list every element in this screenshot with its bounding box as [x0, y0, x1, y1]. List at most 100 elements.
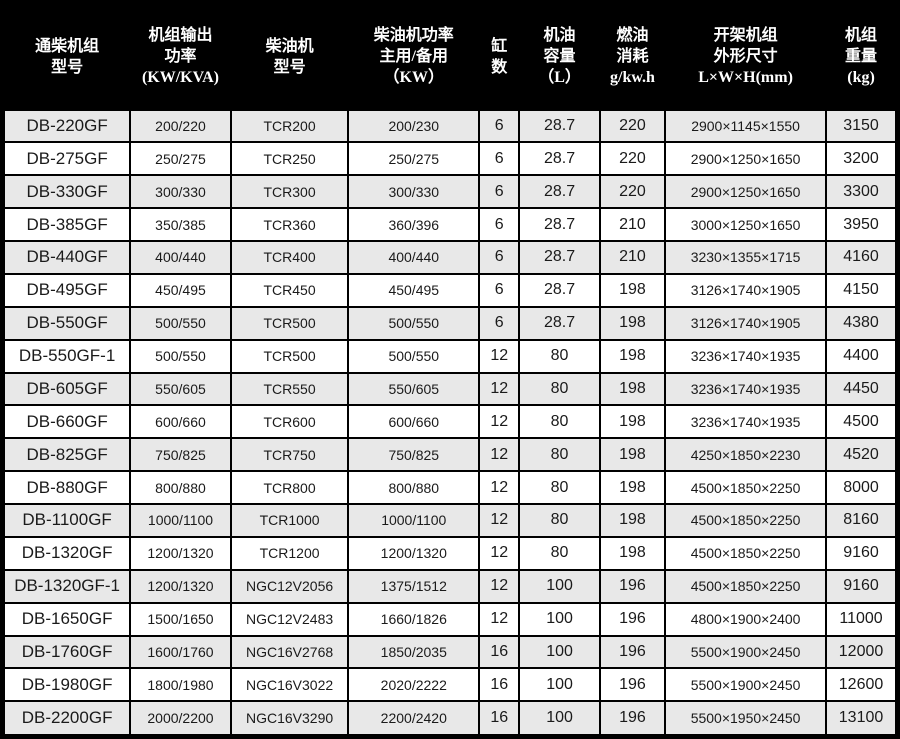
header-line: （L） — [538, 69, 581, 87]
cell-fuel-consumption: 198 — [598, 371, 667, 407]
cell-engine-model: TCR200 — [229, 108, 350, 144]
cell-unit-model: DB-605GF — [1, 371, 132, 407]
cell-engine-model: NGC16V2768 — [229, 634, 350, 670]
cell-unit-weight: 3300 — [825, 174, 899, 210]
cell-oil-capacity: 80 — [518, 437, 601, 473]
cell-engine-model: TCR550 — [229, 371, 350, 407]
header-line: L×W×H(mm) — [698, 69, 793, 87]
cell-engine-power: 2020/2222 — [347, 667, 481, 703]
cell-output-power: 600/660 — [129, 404, 232, 440]
cell-cylinder-count: 16 — [478, 700, 521, 738]
cell-cylinder-count: 12 — [478, 470, 521, 505]
cell-engine-power: 2200/2420 — [347, 700, 481, 738]
header-line: 重量 — [845, 48, 878, 66]
cell-engine-power: 500/550 — [347, 305, 481, 341]
cell-output-power: 1600/1760 — [129, 634, 232, 670]
cell-unit-model: DB-550GF — [1, 305, 132, 341]
cell-engine-model: NGC16V3290 — [229, 700, 350, 738]
cell-unit-model: DB-495GF — [1, 272, 132, 308]
cell-unit-weight: 4500 — [825, 404, 899, 440]
cell-engine-model: TCR500 — [229, 305, 350, 341]
cell-unit-model: DB-1980GF — [1, 667, 132, 703]
cell-cylinder-count: 6 — [478, 108, 521, 144]
cell-unit-dimensions: 3126×1740×1905 — [664, 305, 828, 341]
cell-cylinder-count: 12 — [478, 535, 521, 571]
table-row: DB-220GF 200/220 TCR200 200/230 6 28.7 220 2900… — [1, 108, 899, 144]
cell-engine-power: 250/275 — [347, 141, 481, 177]
cell-engine-power: 1850/2035 — [347, 634, 481, 670]
cell-output-power: 1000/1100 — [129, 503, 232, 538]
cell-engine-model: TCR800 — [229, 470, 350, 505]
cell-unit-dimensions: 5500×1900×2450 — [664, 667, 828, 703]
cell-engine-power: 750/825 — [347, 437, 481, 473]
header-line: 主用/备用 — [379, 48, 448, 66]
cell-oil-capacity: 28.7 — [518, 240, 601, 275]
header-line: 机油 — [543, 27, 576, 45]
cell-unit-weight: 3150 — [825, 108, 899, 144]
cell-output-power: 300/330 — [129, 174, 232, 210]
cell-unit-model: DB-220GF — [1, 108, 132, 144]
cell-output-power: 750/825 — [129, 437, 232, 473]
table-row: DB-495GF 450/495 TCR450 450/495 6 28.7 198 3126… — [1, 272, 899, 308]
cell-unit-dimensions: 3236×1740×1935 — [664, 371, 828, 407]
cell-fuel-consumption: 196 — [598, 601, 667, 637]
cell-fuel-consumption: 196 — [598, 634, 667, 670]
header-line: 容量 — [543, 48, 576, 66]
cell-oil-capacity: 100 — [518, 601, 601, 637]
cell-oil-capacity: 28.7 — [518, 174, 601, 210]
cell-fuel-consumption: 220 — [598, 141, 667, 177]
cell-output-power: 1200/1320 — [129, 535, 232, 571]
header-line: 柴油机 — [265, 37, 314, 55]
cell-cylinder-count: 6 — [478, 174, 521, 210]
cell-unit-weight: 4520 — [825, 437, 899, 473]
cell-unit-weight: 8000 — [825, 470, 899, 505]
table-row: DB-1980GF 1800/1980 NGC16V3022 2020/2222 16 1… — [1, 667, 899, 703]
cell-engine-power: 300/330 — [347, 174, 481, 210]
cell-unit-weight: 8160 — [825, 503, 899, 538]
cell-engine-power: 450/495 — [347, 272, 481, 308]
cell-cylinder-count: 12 — [478, 568, 521, 604]
header-line: 缸 — [491, 37, 508, 55]
cell-unit-weight: 4380 — [825, 305, 899, 341]
header-line: 外形尺寸 — [713, 48, 778, 66]
cell-fuel-consumption: 196 — [598, 568, 667, 604]
cell-unit-dimensions: 5500×1900×2450 — [664, 634, 828, 670]
column-header-engine-model: 柴油机 型号 — [229, 1, 350, 111]
table-row: DB-880GF 800/880 TCR800 800/880 12 80 198 4500×… — [1, 470, 899, 505]
cell-cylinder-count: 12 — [478, 503, 521, 538]
table-header: 通柴机组 型号 机组输出 功率 (KW/KVA) 柴油机 型号 柴油机功率 主用/备用 （KW）缸… — [1, 1, 899, 111]
cell-output-power: 400/440 — [129, 240, 232, 275]
column-header-cylinder-count: 缸数 — [478, 1, 521, 111]
table-row: DB-2200GF 2000/2200 NGC16V3290 2200/2420 16 1… — [1, 700, 899, 738]
cell-unit-weight: 11000 — [825, 601, 899, 637]
table-row: DB-385GF 350/385 TCR360 360/396 6 28.7 210 3000… — [1, 207, 899, 242]
table-row: DB-1100GF 1000/1100 TCR1000 1000/1100 12 80 19… — [1, 503, 899, 538]
cell-engine-model: TCR750 — [229, 437, 350, 473]
cell-oil-capacity: 80 — [518, 470, 601, 505]
cell-oil-capacity: 80 — [518, 338, 601, 374]
cell-engine-model: NGC12V2483 — [229, 601, 350, 637]
cell-fuel-consumption: 196 — [598, 700, 667, 738]
header-line: (kg) — [847, 69, 875, 87]
cell-unit-weight: 3950 — [825, 207, 899, 242]
table-row: DB-605GF 550/605 TCR550 550/605 12 80 198 3236×… — [1, 371, 899, 407]
cell-unit-dimensions: 2900×1250×1650 — [664, 174, 828, 210]
cell-unit-dimensions: 4500×1850×2250 — [664, 568, 828, 604]
column-header-fuel-consumption: 燃油 消耗 g/kw.h — [598, 1, 667, 111]
header-line: 型号 — [273, 58, 306, 76]
cell-cylinder-count: 6 — [478, 240, 521, 275]
cell-output-power: 500/550 — [129, 338, 232, 374]
cell-unit-model: DB-1760GF — [1, 634, 132, 670]
header-line: (KW/KVA) — [141, 69, 219, 87]
cell-oil-capacity: 28.7 — [518, 141, 601, 177]
cell-engine-model: NGC12V2056 — [229, 568, 350, 604]
cell-oil-capacity: 80 — [518, 535, 601, 571]
cell-engine-power: 800/880 — [347, 470, 481, 505]
cell-output-power: 550/605 — [129, 371, 232, 407]
cell-engine-model: TCR250 — [229, 141, 350, 177]
cell-engine-model: TCR360 — [229, 207, 350, 242]
cell-unit-weight: 3200 — [825, 141, 899, 177]
cell-oil-capacity: 28.7 — [518, 305, 601, 341]
cell-unit-dimensions: 5500×1950×2450 — [664, 700, 828, 738]
